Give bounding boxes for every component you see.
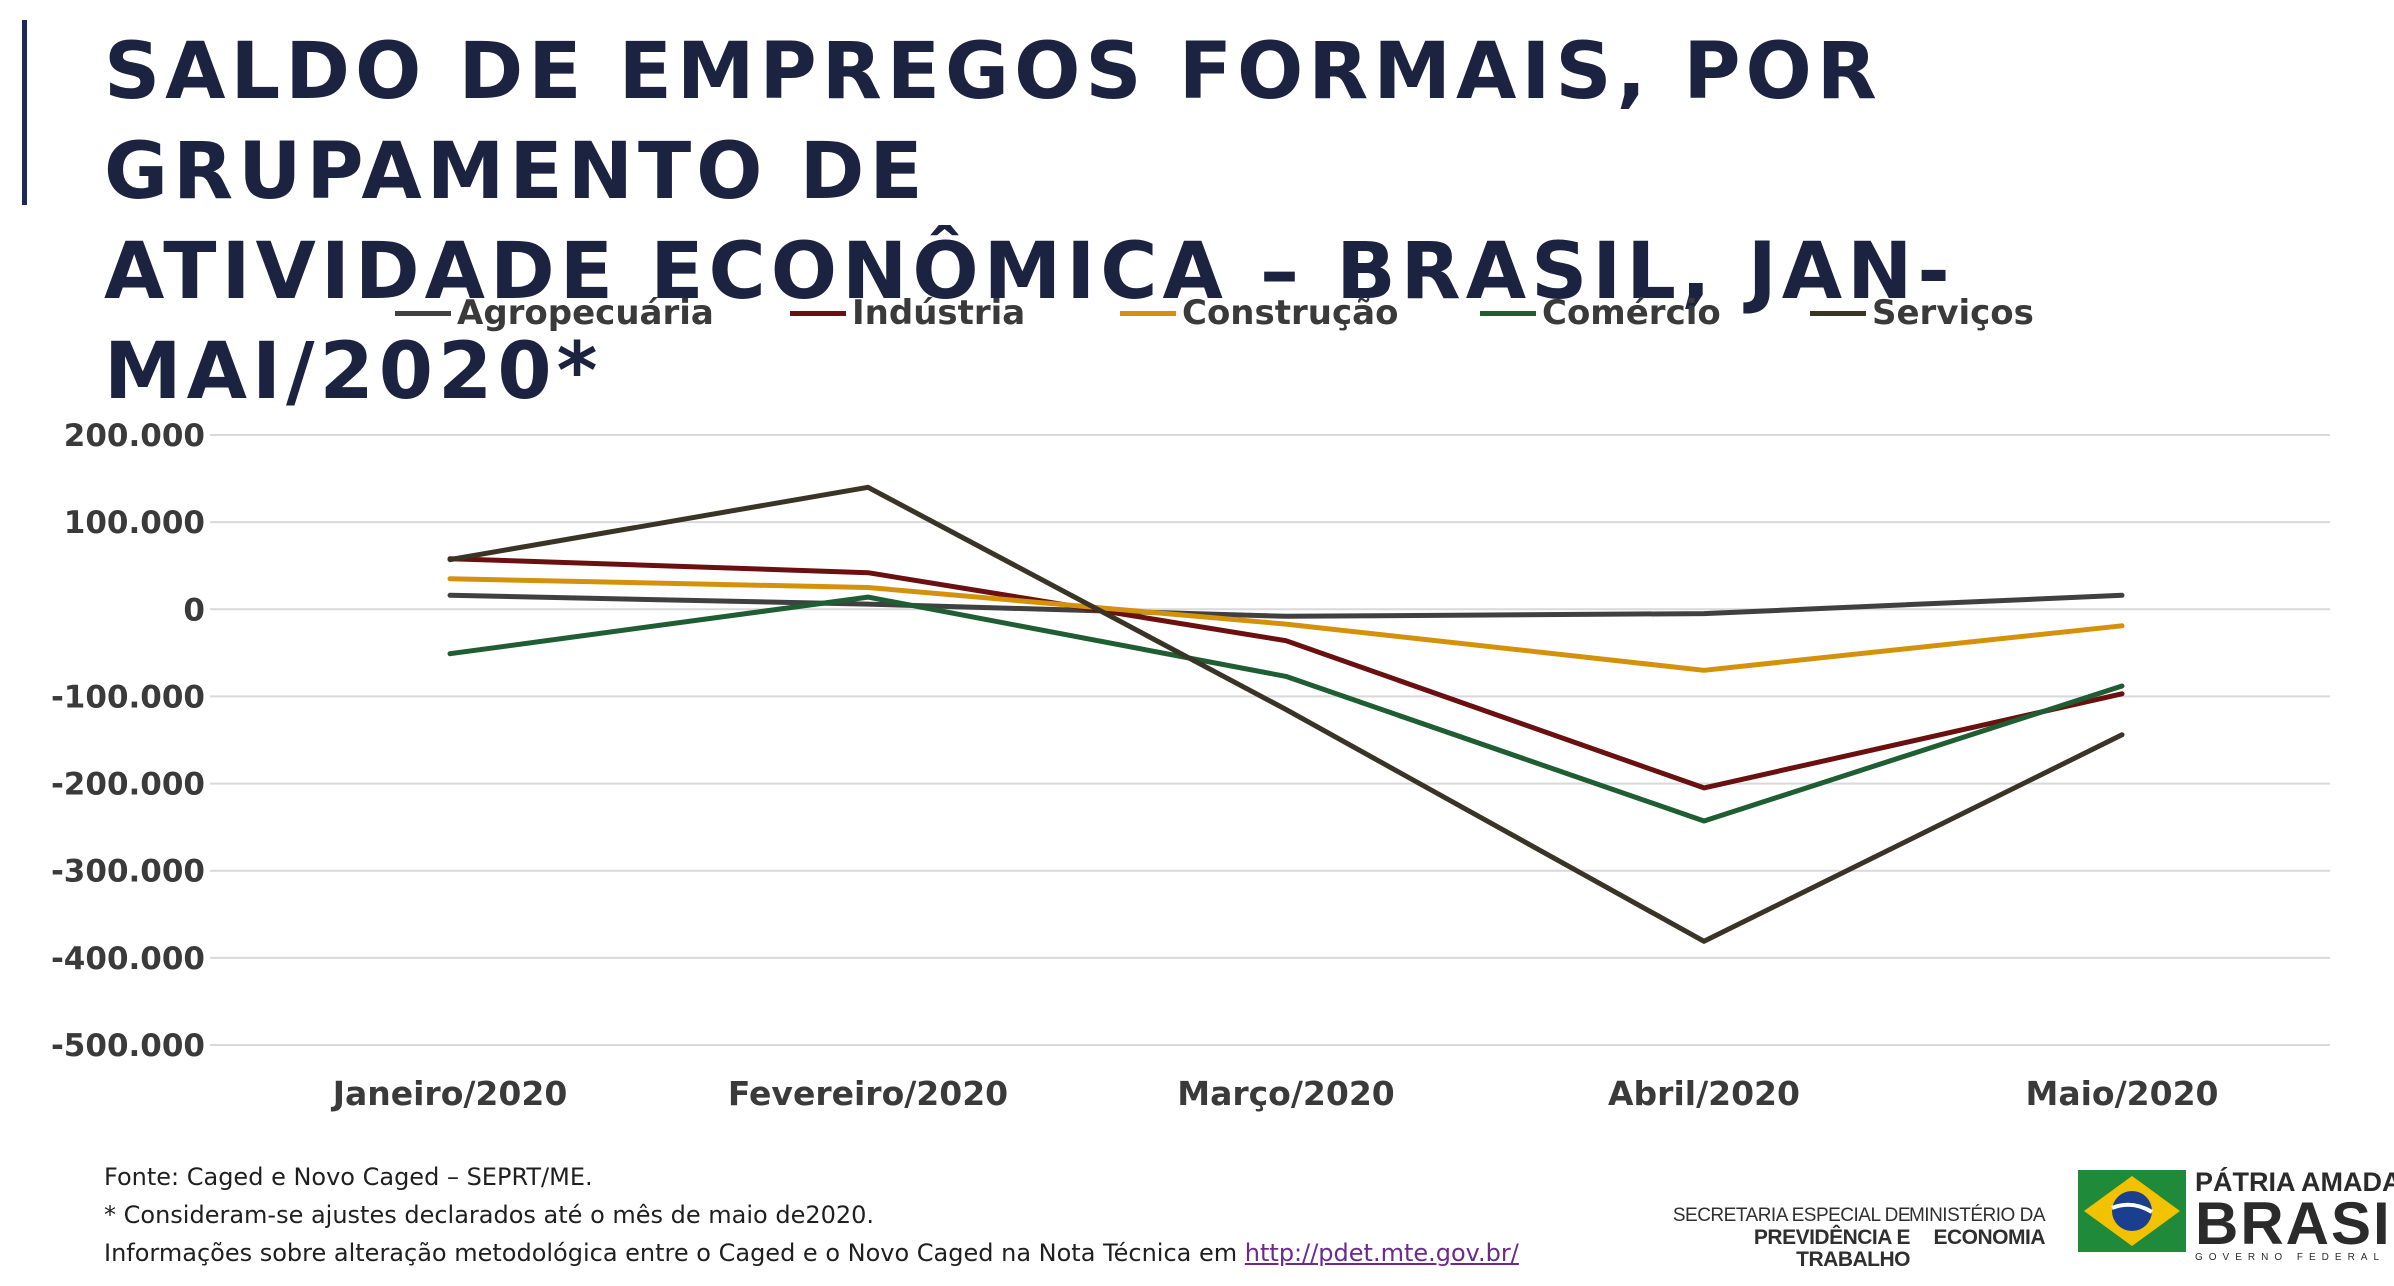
x-tick-label: Fevereiro/2020 — [728, 1074, 1008, 1113]
y-tick-label: 200.000 — [64, 418, 205, 454]
legend-item: Indústria — [790, 288, 1025, 338]
x-tick-label: Abril/2020 — [1608, 1074, 1800, 1113]
legend-swatch — [1120, 310, 1176, 316]
legend-swatch — [1810, 310, 1866, 316]
methodology-note: Informações sobre alteração metodológica… — [104, 1234, 1519, 1272]
legend-label: Construção — [1182, 293, 1399, 333]
ministerio-line-2: ECONOMIA — [1933, 1226, 2046, 1249]
footer-notes: Fonte: Caged e Novo Caged – SEPRT/ME. * … — [104, 1158, 1519, 1272]
ministerio-line-1: MINISTÉRIO DA — [1908, 1205, 2046, 1226]
y-tick-label: -500.000 — [51, 1028, 205, 1064]
x-tick-label: Março/2020 — [1177, 1074, 1395, 1113]
series-line — [447, 484, 2125, 944]
series-line — [447, 592, 2125, 619]
secretaria-line-2: PREVIDÊNCIA E TRABALHO — [1753, 1226, 1911, 1271]
y-tick-label: -300.000 — [51, 854, 205, 890]
ministerio-logo-text: MINISTÉRIO DA ECONOMIA — [1905, 1205, 2046, 1249]
brand-line-2: BRASIL — [2195, 1190, 2394, 1257]
series-line — [447, 556, 2125, 791]
series-line — [447, 576, 2125, 673]
legend-label: Agropecuária — [457, 293, 714, 333]
legend-item: Construção — [1120, 288, 1398, 338]
x-tick-label: Maio/2020 — [2026, 1074, 2219, 1113]
legend-item: Comércio — [1480, 288, 1721, 338]
y-tick-label: 100.000 — [64, 505, 205, 541]
line-chart: 200.000 100.000 0 -100.000 -200.000 -300.000 -… — [51, 418, 2330, 1113]
adjustment-note: * Consideram-se ajustes declarados até o… — [104, 1201, 875, 1229]
legend-label: Indústria — [852, 293, 1026, 333]
methodology-text: Informações sobre alteração metodológica… — [104, 1239, 1245, 1267]
pdet-link[interactable]: http://pdet.mte.gov.br/ — [1244, 1239, 1519, 1267]
series-line — [447, 594, 2125, 824]
brasil-flag-icon — [2078, 1170, 2186, 1252]
y-tick-label: -200.000 — [51, 767, 205, 803]
page-title: SALDO DE EMPREGOS FORMAIS, POR GRUPAMENT… — [104, 22, 2304, 422]
title-line-2: ATIVIDADE ECONÔMICA – BRASIL, JAN-MAI/20… — [104, 227, 1955, 417]
source-note: Fonte: Caged e Novo Caged – SEPRT/ME. — [104, 1163, 593, 1191]
y-tick-label: -100.000 — [51, 679, 205, 715]
secretaria-logo-text: SECRETARIA ESPECIAL DE PREVIDÊNCIA E TRA… — [1640, 1205, 1911, 1271]
brand-line-1: PÁTRIA AMADA — [2195, 1167, 2394, 1197]
brand-line-3: GOVERNO FEDERAL — [2195, 1252, 2386, 1263]
y-tick-label: 0 — [183, 592, 205, 628]
secretaria-line-1: SECRETARIA ESPECIAL DE — [1672, 1205, 1911, 1226]
accent-bar — [22, 20, 27, 205]
legend-label: Comércio — [1542, 293, 1721, 333]
legend-swatch — [395, 310, 451, 316]
x-tick-label: Janeiro/2020 — [331, 1074, 568, 1113]
legend-item: Agropecuária — [395, 288, 714, 338]
legend-swatch — [790, 310, 846, 316]
legend-item: Serviços — [1810, 288, 2034, 338]
legend-label: Serviços — [1872, 293, 2034, 333]
title-line-1: SALDO DE EMPREGOS FORMAIS, POR GRUPAMENT… — [104, 27, 1882, 217]
y-tick-label: -400.000 — [51, 941, 205, 977]
legend-swatch — [1480, 310, 1536, 316]
patria-amada-brasil-logo: PÁTRIA AMADA BRASIL GOVERNO FEDERAL — [2195, 1168, 2394, 1264]
